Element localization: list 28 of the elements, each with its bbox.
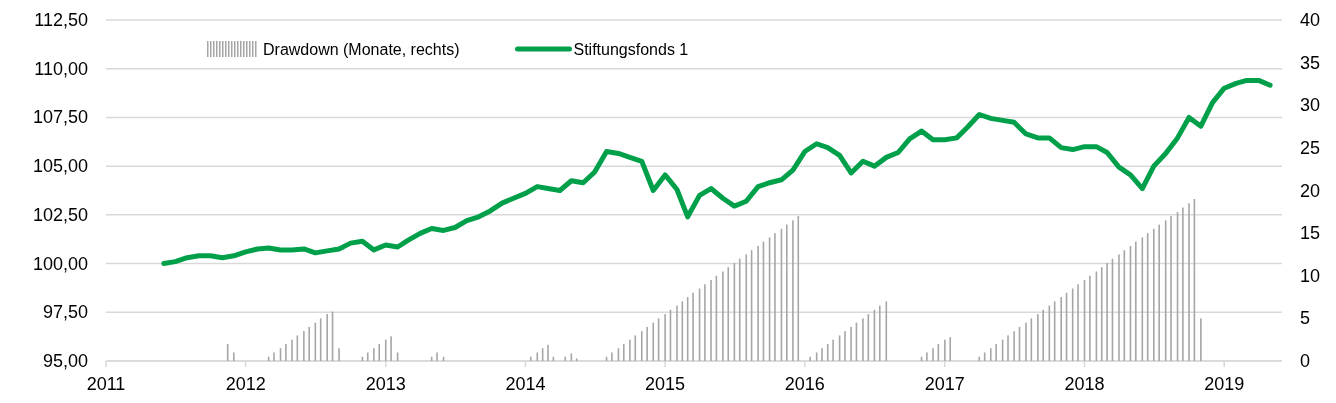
legend-label: Drawdown (Monate, rechts) (263, 40, 460, 58)
x-tick-label: 2016 (784, 374, 825, 394)
y2-tick-label: 40 (1300, 10, 1321, 30)
x-tick-label: 2015 (645, 374, 686, 394)
y2-tick-label: 10 (1300, 265, 1321, 286)
y-tick-label: 107,50 (32, 107, 88, 128)
y-tick-label: 110,00 (34, 58, 88, 79)
y-tick-label: 100,00 (32, 253, 88, 274)
y-tick-label: 102,50 (32, 204, 88, 225)
y-tick-label: 95,00 (42, 351, 88, 371)
x-tick-label: 2014 (505, 374, 546, 394)
x-tick-label: 2017 (924, 374, 965, 394)
y2-tick-label: 25 (1300, 137, 1321, 158)
y2-tick-label: 5 (1300, 308, 1311, 329)
y2-tick-label: 35 (1300, 52, 1321, 73)
x-tick-label: 2018 (1064, 374, 1105, 394)
y2-tick-label: 15 (1300, 223, 1321, 244)
legend-label: Stiftungsfonds 1 (573, 40, 689, 58)
y2-tick-label: 20 (1300, 180, 1321, 201)
y2-tick-label: 30 (1300, 95, 1321, 116)
y2-tick-label: 0 (1300, 351, 1311, 371)
y-tick-label: 105,00 (32, 156, 88, 177)
y-tick-label: 112,50 (34, 10, 88, 30)
y-tick-label: 97,50 (42, 302, 88, 323)
x-tick-label: 2011 (86, 374, 126, 394)
x-tick-label: 2012 (225, 374, 266, 394)
x-tick-label: 2013 (365, 374, 406, 394)
x-tick-label: 2019 (1204, 374, 1245, 394)
